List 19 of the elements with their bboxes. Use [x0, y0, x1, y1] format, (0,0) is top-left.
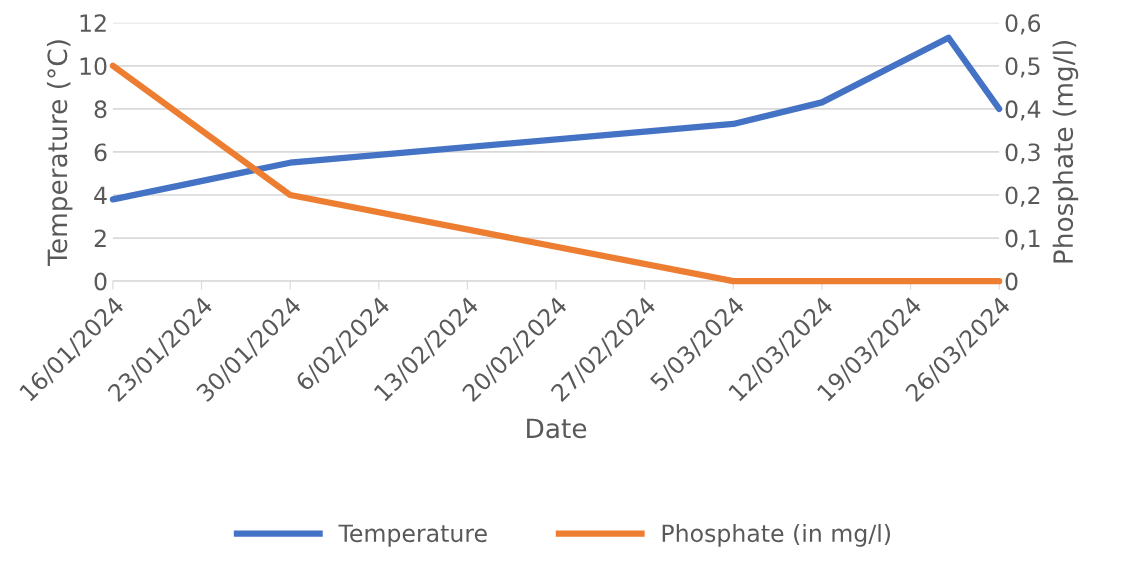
x-axis-title: Date	[527, 418, 587, 439]
y2-tick-label: 0,6	[1005, 14, 1041, 35]
y-tick-label: 2	[94, 229, 106, 248]
legend-label: Phosphate (in mg/l)	[662, 523, 890, 547]
y2-tick-label: 0,4	[1005, 100, 1041, 121]
y-tick-label: 10	[80, 57, 107, 76]
y-tick-label: 12	[80, 14, 106, 32]
y2-tick-label: 0,2	[1005, 186, 1040, 207]
y2-tick-label: 0,5	[1005, 57, 1040, 78]
y-axis-title: Temperature (°C)	[46, 40, 73, 266]
y-tick-label: 4	[94, 186, 107, 204]
y2-tick-label: 0,1	[1005, 229, 1040, 250]
y2-axis-title: Phosphate (mg/l)	[1052, 41, 1079, 263]
y2-tick-label: 0	[1005, 272, 1018, 291]
y-tick-label: 0	[94, 272, 107, 291]
y2-tick-label: 0,3	[1005, 143, 1040, 164]
y-tick-label: 8	[94, 100, 107, 119]
y-tick-label: 6	[94, 143, 107, 162]
legend-label: Temperature	[338, 524, 487, 547]
